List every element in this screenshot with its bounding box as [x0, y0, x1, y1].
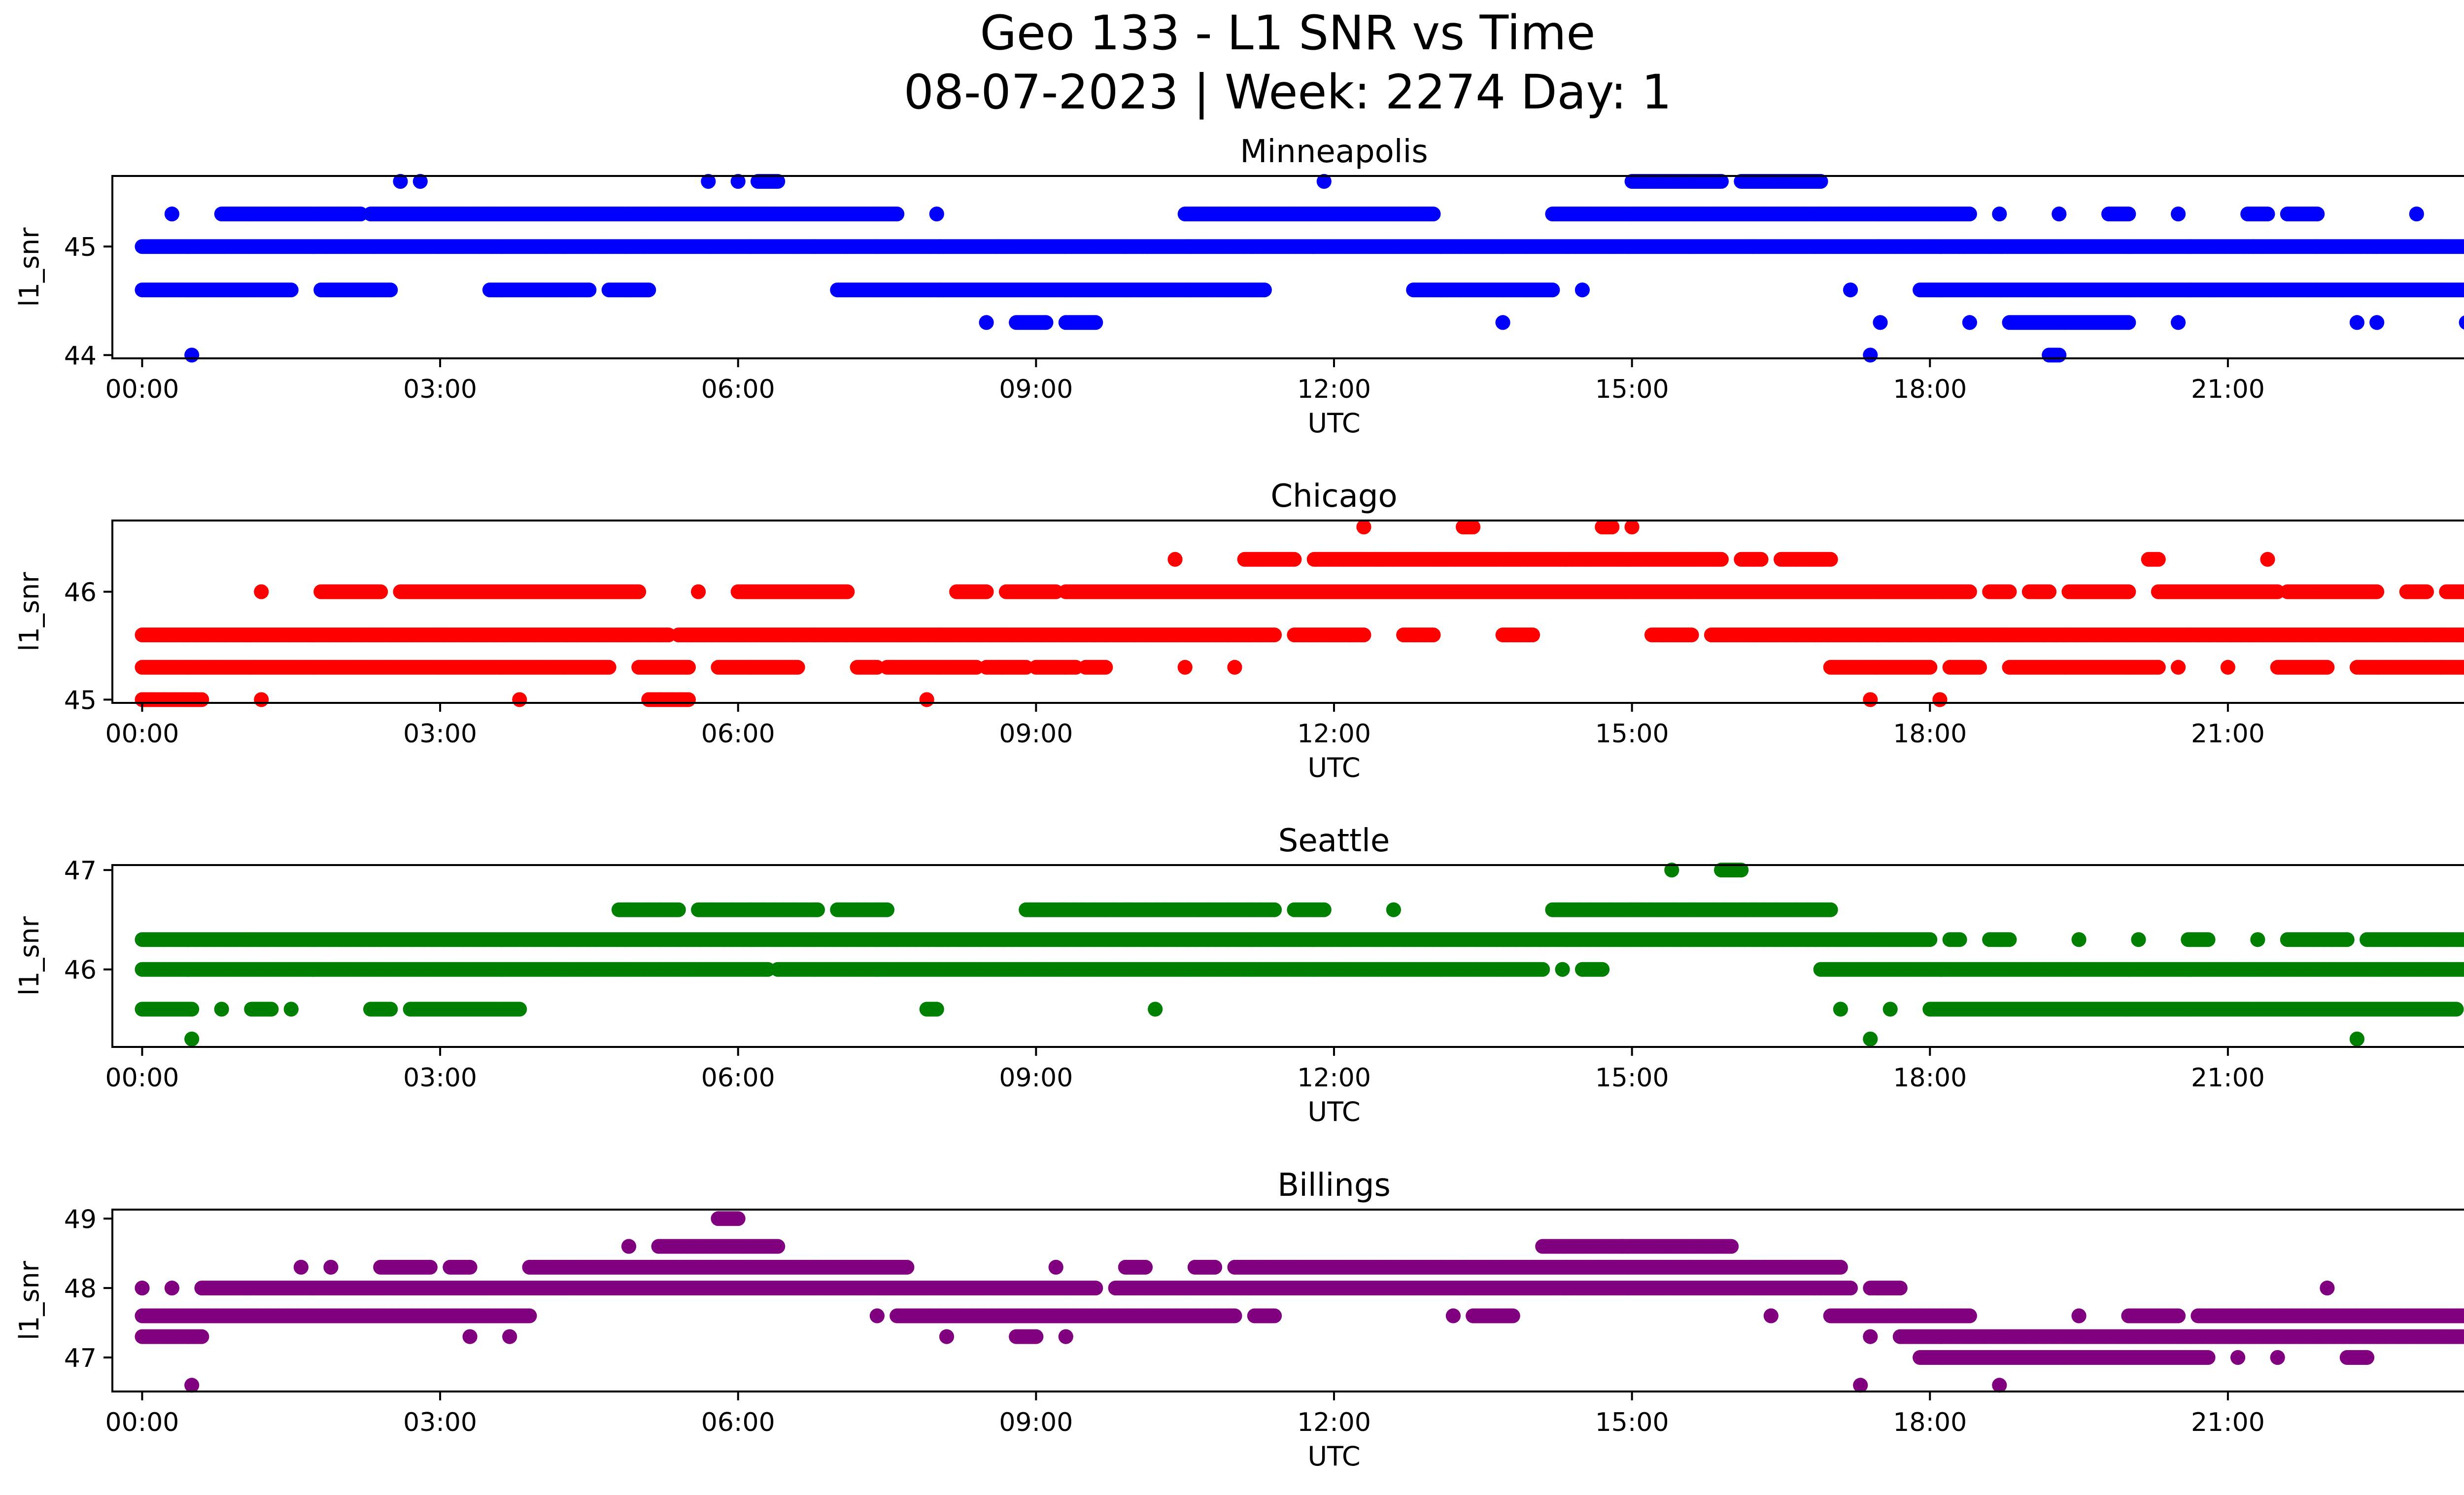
- data-point: [283, 282, 299, 298]
- data-point: [890, 207, 905, 222]
- data-point: [1962, 315, 1977, 330]
- data-point: [1356, 627, 1371, 643]
- data-point: [2121, 207, 2136, 222]
- data-point: [383, 282, 398, 298]
- x-tick-label: 12:00: [1297, 375, 1371, 404]
- y-tick-label: 44: [64, 341, 97, 371]
- data-point: [641, 282, 656, 298]
- data-point: [1574, 282, 1590, 298]
- data-point: [929, 207, 944, 222]
- data-point: [979, 315, 994, 330]
- x-tick-label: 06:00: [701, 375, 775, 404]
- data-point: [184, 348, 200, 363]
- data-point: [1038, 315, 1054, 330]
- subplot-title: Minneapolis: [1240, 134, 1428, 170]
- data-point: [1088, 315, 1103, 330]
- data-point: [1843, 282, 1858, 298]
- x-tick-label: 00:00: [105, 375, 179, 404]
- y-tick-label: 45: [64, 233, 97, 262]
- data-point: [1863, 348, 1878, 363]
- data-point: [2369, 315, 2385, 330]
- data-point: [2171, 207, 2186, 222]
- data-point: [1426, 207, 1441, 222]
- x-tick-label: 21:00: [2191, 375, 2265, 404]
- x-tick-label: 18:00: [1893, 375, 1967, 404]
- data-point: [1684, 627, 1699, 643]
- data-point: [2121, 315, 2136, 330]
- data-point: [1962, 207, 1977, 222]
- y-axis-label: l1_snr: [14, 227, 45, 307]
- x-axis-label: UTC: [1307, 408, 1360, 439]
- data-point: [582, 282, 597, 298]
- data-point: [1267, 627, 1282, 643]
- subplots: Minneapolis 00:00 03:00 06:00 09:00 12:00 15:0…: [14, 134, 2464, 1472]
- x-tick-label: 09:00: [999, 375, 1073, 404]
- data-point: [1992, 207, 2007, 222]
- figure-title-line1: Geo 133 - L1 SNR vs Time: [980, 5, 1596, 61]
- data-point: [2462, 242, 2464, 252]
- data-point: [2171, 315, 2186, 330]
- data-point: [1873, 315, 1888, 330]
- data-point: [2260, 207, 2275, 222]
- subplot-0: Minneapolis 00:00 03:00 06:00 09:00 12:00 15:0…: [14, 134, 2464, 439]
- data-point: [2310, 207, 2325, 222]
- data-point: [2349, 315, 2364, 330]
- data-point: [2052, 207, 2067, 222]
- x-tick-label: 15:00: [1595, 375, 1669, 404]
- figure-title-line2: 08-07-2023 | Week: 2274 Day: 1: [904, 65, 1672, 120]
- data-point: [1545, 282, 1560, 298]
- data-point: [1426, 627, 1441, 643]
- data-point: [2052, 348, 2067, 363]
- data-point: [1495, 315, 1510, 330]
- data-point: [1525, 627, 1540, 643]
- data-point: [2409, 207, 2424, 222]
- subplot-title: Chicago: [1270, 478, 1397, 515]
- data-point: [164, 207, 179, 222]
- data-points: [135, 174, 2464, 363]
- data-point: [1257, 282, 1272, 298]
- x-tick-label: 03:00: [403, 375, 477, 404]
